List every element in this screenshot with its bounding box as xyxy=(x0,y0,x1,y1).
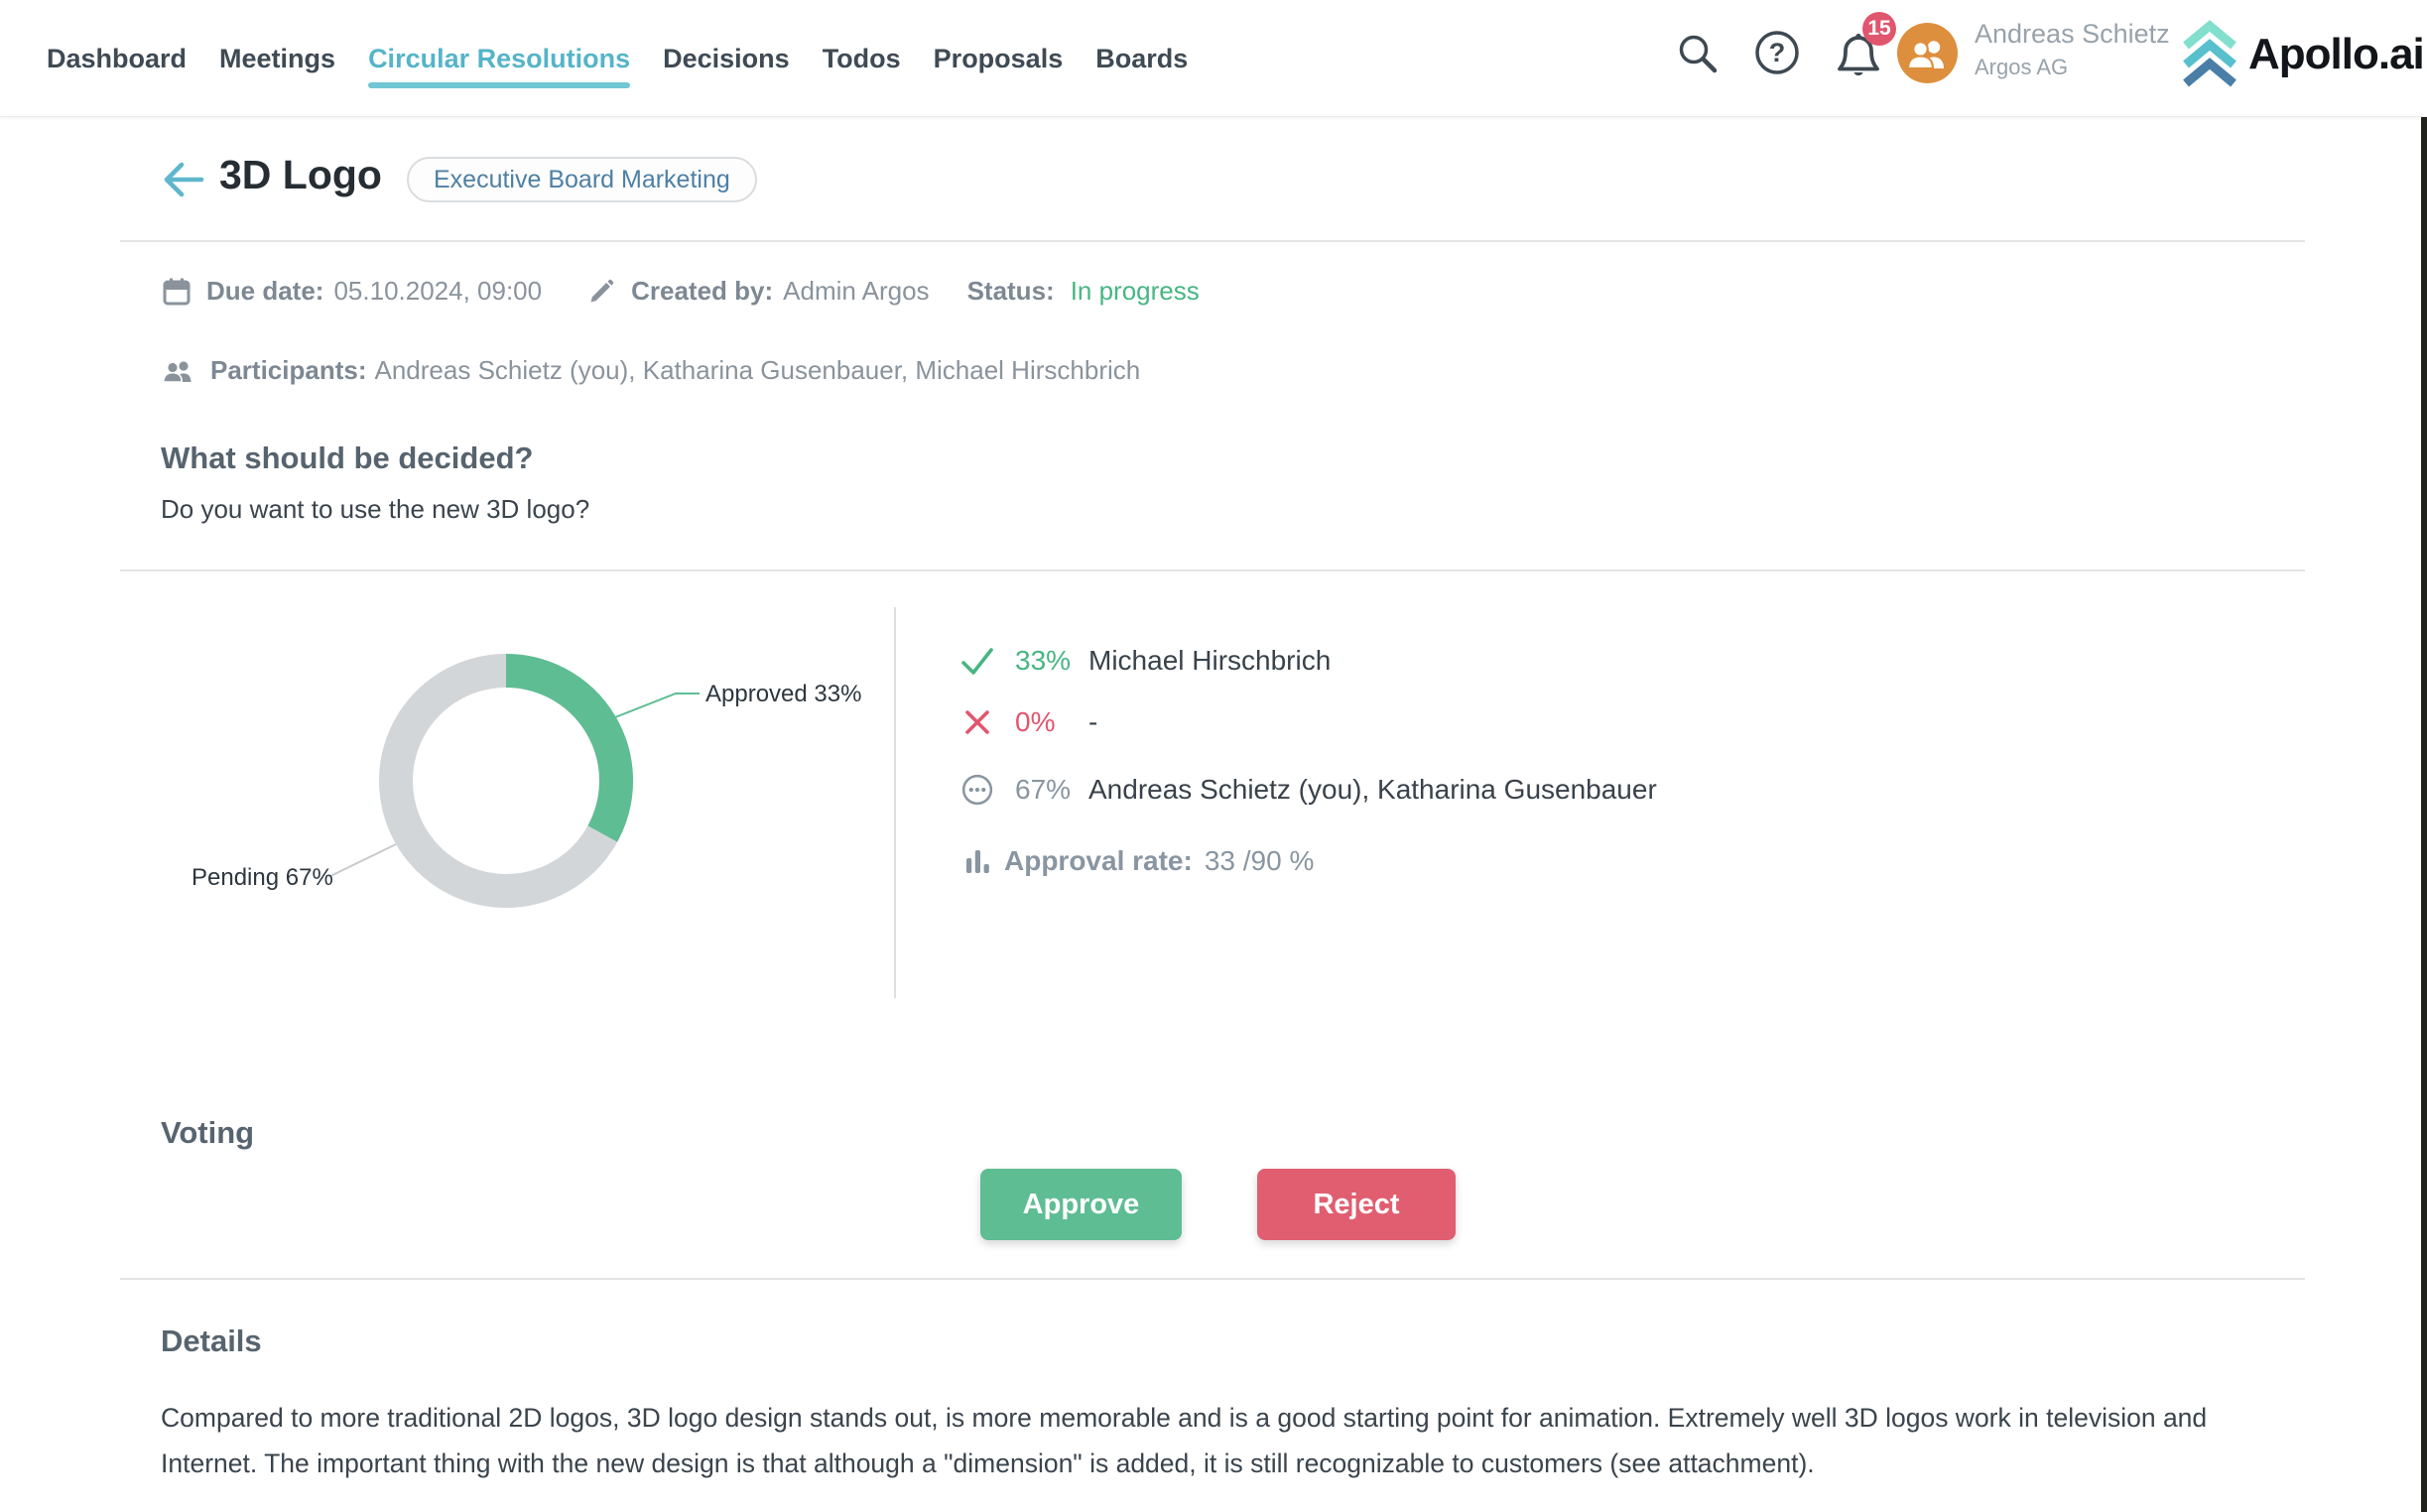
created-by-value: Admin Argos xyxy=(783,276,930,306)
voting-heading: Voting xyxy=(161,1115,255,1150)
approval-rate-label: Approval rate: xyxy=(1004,845,1193,876)
details-heading: Details xyxy=(161,1323,262,1358)
main-nav: Dashboard Meetings Circular Resolutions … xyxy=(47,0,1188,117)
user-company: Argos AG xyxy=(1975,55,2069,79)
nav-circular-resolutions-label: Circular Resolutions xyxy=(368,43,631,73)
nav-boards[interactable]: Boards xyxy=(1095,43,1189,73)
due-date-label: Due date: xyxy=(206,276,324,306)
active-tab-underline xyxy=(368,82,631,88)
page-title: 3D Logo xyxy=(219,152,382,197)
calendar-icon xyxy=(163,278,191,305)
vertical-divider xyxy=(894,607,896,998)
help-icon[interactable]: ? xyxy=(1753,29,1801,81)
question-text: Do you want to use the new 3D logo? xyxy=(161,494,590,524)
approval-rate-row: Approval rate: 33 /90 % xyxy=(960,842,1314,880)
user-name: Andreas Schietz xyxy=(1975,19,2170,49)
meta-row: Due date: 05.10.2024, 09:00 Created by: … xyxy=(163,276,1200,307)
donut-approved-arc xyxy=(505,654,633,842)
approval-rate-value: 33 /90 % xyxy=(1204,845,1315,876)
notifications-bell-icon[interactable] xyxy=(1835,31,1882,87)
search-icon[interactable] xyxy=(1675,31,1721,81)
pending-percent: 67% xyxy=(1015,774,1072,805)
vote-row-approved: 33% Michael Hirschbrich xyxy=(960,642,1331,680)
pencil-icon xyxy=(590,279,614,302)
status-value: In progress xyxy=(1070,276,1200,306)
nav-todos[interactable]: Todos xyxy=(822,43,901,73)
pending-names: Andreas Schietz (you), Katharina Gusenba… xyxy=(1088,774,1657,805)
user-info[interactable]: Andreas Schietz Argos AG xyxy=(1975,21,2170,78)
details-text: Compared to more traditional 2D logos, 3… xyxy=(161,1403,2208,1478)
nav-dashboard[interactable]: Dashboard xyxy=(47,43,188,73)
vote-row-rejected: 0% - xyxy=(960,703,1097,741)
approve-button[interactable]: Approve xyxy=(980,1169,1182,1240)
divider xyxy=(120,1278,2305,1280)
participants-label: Participants: xyxy=(210,355,367,385)
rejected-percent: 0% xyxy=(1015,706,1056,737)
pending-callout-label: Pending 67% xyxy=(192,864,333,891)
question-heading: What should be decided? xyxy=(161,441,534,475)
due-date-value: 05.10.2024, 09:00 xyxy=(333,276,543,306)
nav-circular-resolutions[interactable]: Circular Resolutions xyxy=(368,0,631,117)
user-avatar[interactable] xyxy=(1897,23,1958,83)
screen-edge-strip xyxy=(2421,0,2427,1512)
board-badge[interactable]: Executive Board Marketing xyxy=(407,157,757,202)
top-navigation-bar: Dashboard Meetings Circular Resolutions … xyxy=(0,0,2427,117)
check-icon xyxy=(960,646,994,676)
notification-count-badge[interactable]: 15 xyxy=(1862,12,1896,46)
apollo-logo-text: Apollo.ai xyxy=(2248,30,2425,78)
created-by-label: Created by: xyxy=(631,276,774,306)
vote-donut-chart: Approved 33% Pending 67% xyxy=(192,654,861,908)
vote-row-pending: 67% Andreas Schietz (you), Katharina Gus… xyxy=(960,771,1657,809)
participants-value: Andreas Schietz (you), Katharina Gusenba… xyxy=(374,355,1141,385)
bar-chart-icon xyxy=(960,848,994,874)
nav-proposals[interactable]: Proposals xyxy=(933,43,1064,73)
nav-decisions[interactable]: Decisions xyxy=(663,43,790,73)
apollo-logo-icon xyxy=(2177,18,2242,96)
rejected-names: - xyxy=(1088,706,1098,737)
participants-row: Participants: Andreas Schietz (you), Kat… xyxy=(163,355,1140,386)
nav-meetings[interactable]: Meetings xyxy=(219,43,336,73)
participants-icon xyxy=(163,360,192,383)
cross-icon xyxy=(960,707,994,737)
approved-names: Michael Hirschbrich xyxy=(1088,645,1332,676)
pending-ellipsis-icon xyxy=(960,771,994,809)
svg-text:?: ? xyxy=(1769,38,1786,67)
divider xyxy=(120,240,2305,242)
approved-percent: 33% xyxy=(1015,645,1072,676)
approved-leader-line xyxy=(614,693,700,718)
approved-callout-label: Approved 33% xyxy=(705,681,861,707)
people-avatar-icon xyxy=(1906,40,1944,69)
status-label: Status: xyxy=(966,276,1055,306)
reject-button[interactable]: Reject xyxy=(1257,1169,1456,1240)
pending-leader-line xyxy=(327,843,397,878)
divider xyxy=(120,569,2305,571)
back-arrow-button[interactable] xyxy=(160,159,205,200)
